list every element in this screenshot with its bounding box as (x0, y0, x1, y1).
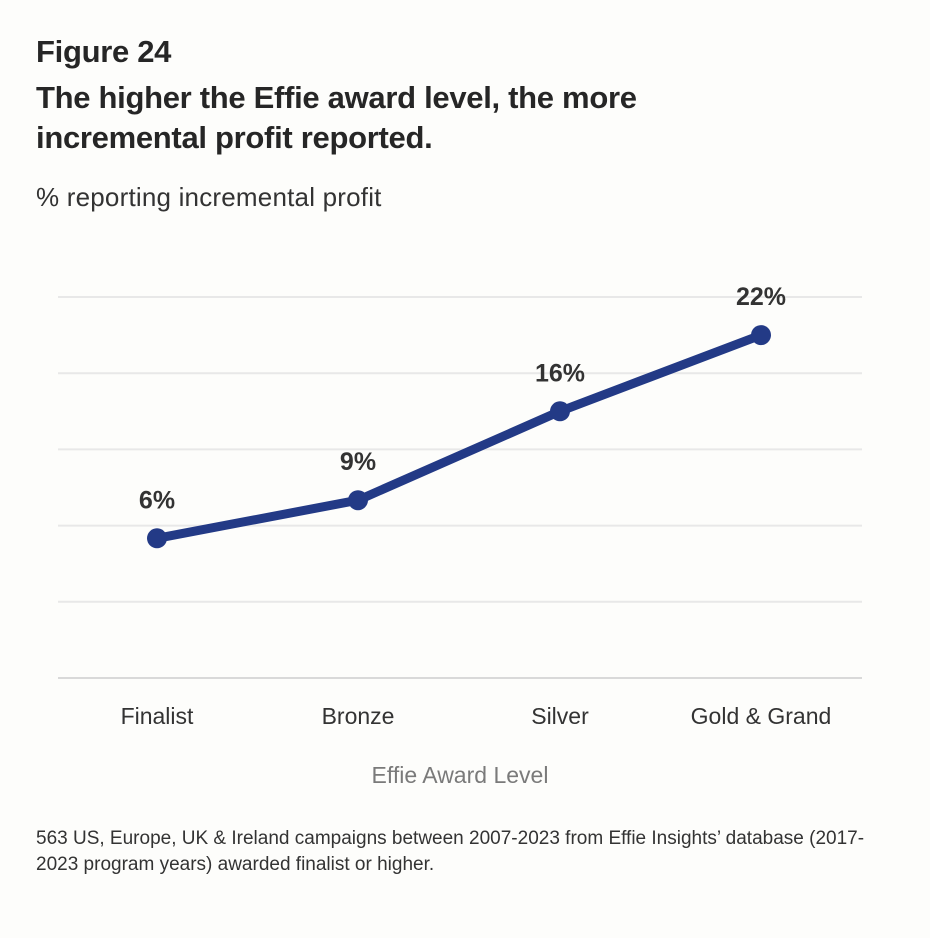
gridlines (58, 296, 862, 603)
x-axis-label: Effie Award Level (372, 762, 549, 788)
data-points (147, 325, 771, 549)
chart-title: The higher the Effie award level, the mo… (36, 80, 637, 155)
data-labels: 6% 9% 16% 22% (139, 283, 786, 514)
line-chart: Finalist Bronze Silver Gold & Grand Effie A… (58, 283, 862, 788)
data-label: 9% (340, 448, 376, 476)
x-tick-label: Bronze (322, 703, 395, 729)
data-point (751, 325, 771, 346)
series-line (152, 330, 766, 543)
x-tick-label: Finalist (121, 703, 194, 729)
chart-subtitle: % reporting incremental profit (36, 182, 382, 212)
figure-label: Figure 24 (36, 34, 172, 69)
data-label: 16% (535, 359, 585, 387)
footnote: 563 US, Europe, UK & Ireland campaigns b… (36, 828, 865, 875)
data-point (147, 528, 167, 549)
x-tick-label: Gold & Grand (691, 703, 832, 729)
x-tick-label: Silver (531, 703, 589, 729)
data-point (550, 401, 570, 422)
x-tick-labels: Finalist Bronze Silver Gold & Grand (121, 703, 832, 729)
data-label: 6% (139, 486, 175, 514)
data-point (348, 490, 368, 511)
data-label: 22% (736, 283, 786, 311)
